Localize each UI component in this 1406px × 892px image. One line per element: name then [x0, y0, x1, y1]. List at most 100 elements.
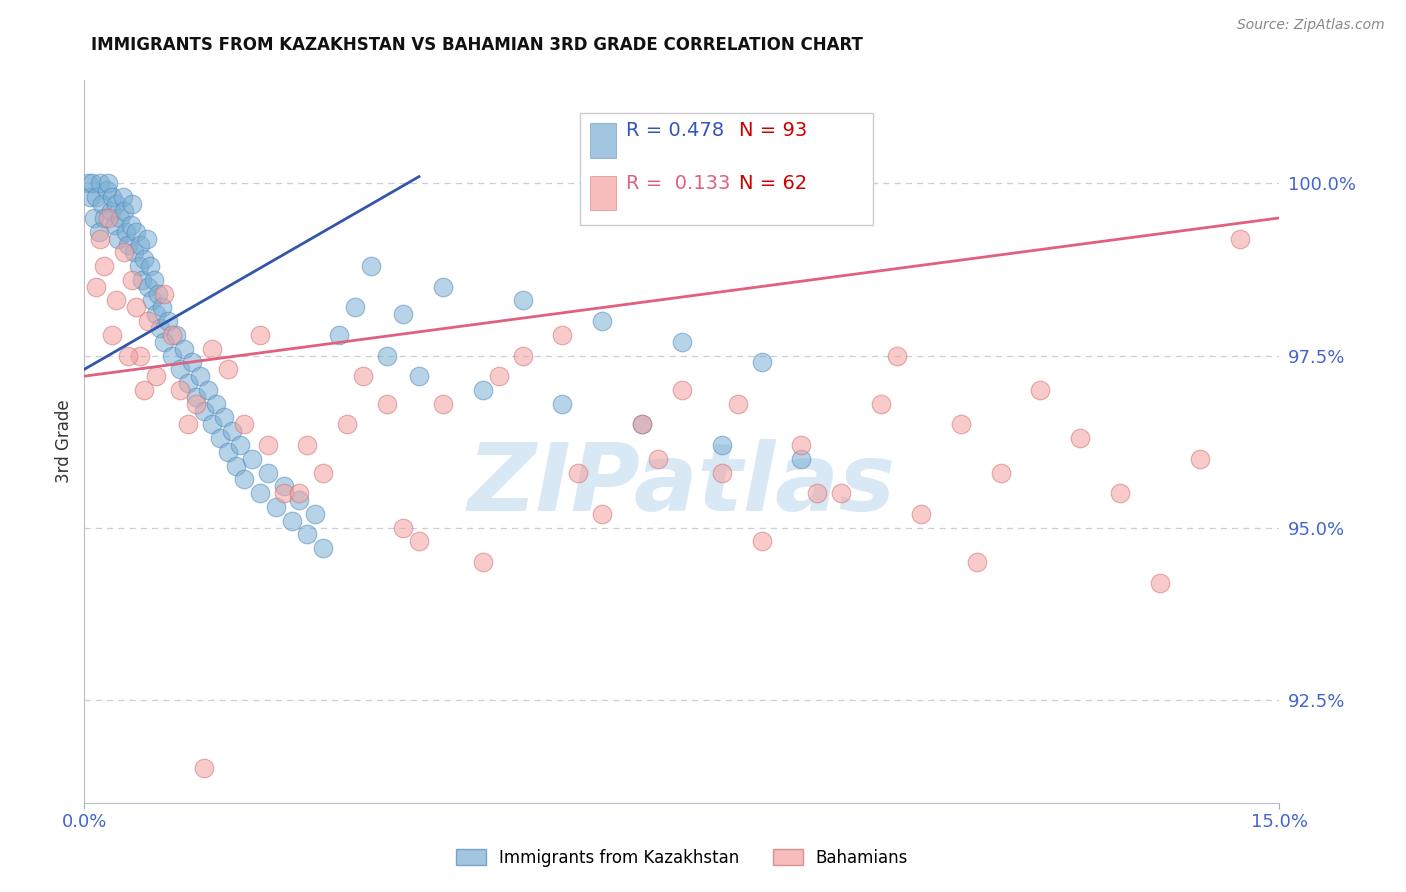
Point: [249, 327, 271, 342]
Point: [375, 397, 398, 411]
Point: [727, 397, 749, 411]
Point: [112, 245, 135, 260]
Point: [1149, 575, 1171, 590]
Point: [132, 252, 156, 267]
Point: [827, 183, 849, 197]
Text: IMMIGRANTS FROM KAZAKHSTAN VS BAHAMIAN 3RD GRADE CORRELATION CHART: IMMIGRANTS FROM KAZAKHSTAN VS BAHAMIAN 3…: [91, 36, 863, 54]
Text: Source: ZipAtlas.com: Source: ZipAtlas.com: [1237, 18, 1385, 32]
Point: [97, 211, 120, 225]
Point: [232, 472, 254, 486]
Point: [129, 238, 152, 252]
Point: [146, 286, 169, 301]
Point: [256, 466, 278, 480]
Point: [90, 197, 112, 211]
Point: [160, 349, 183, 363]
Text: R = 0.478: R = 0.478: [626, 121, 724, 140]
Bar: [591, 176, 616, 211]
Point: [240, 451, 263, 466]
Point: [145, 369, 167, 384]
Point: [79, 190, 101, 204]
Point: [360, 259, 382, 273]
Point: [125, 301, 148, 315]
Point: [89, 177, 111, 191]
Point: [910, 507, 932, 521]
Point: [208, 431, 231, 445]
Point: [264, 500, 287, 514]
Legend: Immigrants from Kazakhstan, Bahamians: Immigrants from Kazakhstan, Bahamians: [456, 848, 908, 867]
Point: [181, 355, 204, 369]
Point: [169, 362, 191, 376]
Point: [751, 355, 773, 369]
Point: [471, 383, 494, 397]
Point: [184, 390, 207, 404]
Point: [153, 286, 176, 301]
Point: [392, 520, 415, 534]
Point: [312, 541, 335, 556]
Point: [136, 279, 159, 293]
Text: N = 62: N = 62: [740, 174, 807, 193]
Point: [591, 507, 613, 521]
Point: [806, 486, 828, 500]
Point: [125, 225, 148, 239]
Point: [145, 307, 167, 321]
Point: [157, 314, 180, 328]
Point: [120, 218, 142, 232]
Point: [136, 314, 159, 328]
Point: [97, 177, 120, 191]
Point: [86, 279, 108, 293]
Point: [823, 177, 845, 191]
Point: [225, 458, 247, 473]
Text: R =  0.133: R = 0.133: [626, 174, 730, 193]
Point: [143, 273, 166, 287]
Point: [177, 376, 200, 390]
Point: [273, 479, 295, 493]
Point: [83, 211, 105, 225]
Point: [87, 225, 110, 239]
Point: [304, 507, 326, 521]
Point: [432, 279, 454, 293]
FancyBboxPatch shape: [581, 112, 873, 225]
Bar: [591, 123, 616, 158]
Point: [141, 293, 163, 308]
Point: [273, 486, 295, 500]
Point: [212, 410, 235, 425]
Point: [591, 314, 613, 328]
Point: [128, 259, 150, 273]
Point: [551, 327, 574, 342]
Point: [375, 349, 398, 363]
Point: [93, 259, 115, 273]
Point: [567, 466, 589, 480]
Point: [135, 231, 157, 245]
Point: [82, 177, 104, 191]
Point: [408, 369, 430, 384]
Point: [104, 218, 127, 232]
Point: [834, 190, 856, 204]
Point: [830, 197, 852, 211]
Point: [188, 369, 211, 384]
Point: [814, 190, 837, 204]
Point: [152, 301, 174, 315]
Point: [392, 307, 415, 321]
Point: [512, 293, 534, 308]
Point: [990, 466, 1012, 480]
Point: [86, 190, 108, 204]
Point: [111, 190, 134, 204]
Point: [139, 259, 162, 273]
Point: [177, 417, 200, 432]
Point: [631, 417, 654, 432]
Point: [312, 466, 335, 480]
Point: [352, 369, 374, 384]
Point: [107, 231, 129, 245]
Point: [121, 273, 143, 287]
Point: [173, 342, 195, 356]
Point: [297, 438, 319, 452]
Point: [165, 327, 187, 342]
Point: [184, 397, 207, 411]
Text: ZIPatlas: ZIPatlas: [468, 439, 896, 531]
Point: [149, 321, 172, 335]
Point: [112, 204, 135, 219]
Point: [1109, 486, 1132, 500]
Point: [336, 417, 359, 432]
Y-axis label: 3rd Grade: 3rd Grade: [55, 400, 73, 483]
Point: [710, 438, 733, 452]
